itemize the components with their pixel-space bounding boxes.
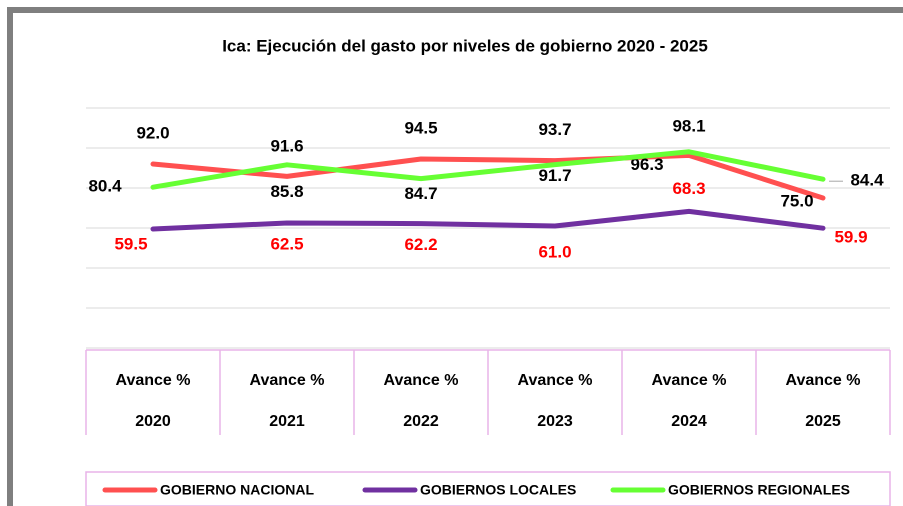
data-label: 85.8 [270, 182, 303, 201]
data-label: 92.0 [136, 123, 169, 142]
data-label: 59.9 [834, 228, 867, 247]
x-tick-label: 2023 [537, 413, 573, 430]
x-tick-label: Avance % [116, 372, 191, 389]
x-tick-label: Avance % [250, 372, 325, 389]
data-label: 59.5 [114, 234, 147, 253]
data-label: 96.3 [630, 155, 663, 174]
x-tick-label: Avance % [384, 372, 459, 389]
data-label: 80.4 [88, 177, 122, 196]
data-label: 68.3 [672, 179, 705, 198]
data-label: 93.7 [538, 120, 571, 139]
x-tick-label: 2022 [403, 413, 439, 430]
x-tick-label: Avance % [518, 372, 593, 389]
x-tick-label: 2024 [671, 413, 707, 430]
legend-label: GOBIERNO NACIONAL [160, 482, 314, 498]
x-tick-label: 2020 [135, 413, 171, 430]
legend-label: GOBIERNOS LOCALES [420, 482, 576, 498]
data-label: 98.1 [672, 116, 705, 135]
data-label: 91.7 [538, 166, 571, 185]
data-label: 84.7 [404, 184, 437, 203]
data-label: 61.0 [538, 242, 571, 261]
data-label: 75.0 [780, 191, 813, 210]
data-label: 84.4 [850, 171, 884, 190]
x-tick-label: Avance % [786, 372, 861, 389]
series-line [150, 208, 826, 232]
data-label: 94.5 [404, 118, 437, 137]
x-tick-label: Avance % [652, 372, 727, 389]
x-tick-label: 2025 [805, 413, 841, 430]
legend-box [85, 471, 891, 506]
x-tick-label: 2021 [269, 413, 305, 430]
data-label: 91.6 [270, 136, 303, 155]
data-label: 62.5 [270, 234, 303, 253]
chart-title: Ica: Ejecución del gasto por niveles de … [222, 36, 708, 55]
data-label: 62.2 [404, 235, 437, 254]
series-line [150, 149, 826, 190]
series-line [150, 152, 826, 201]
legend-label: GOBIERNOS REGIONALES [668, 482, 850, 498]
frame [7, 7, 903, 506]
